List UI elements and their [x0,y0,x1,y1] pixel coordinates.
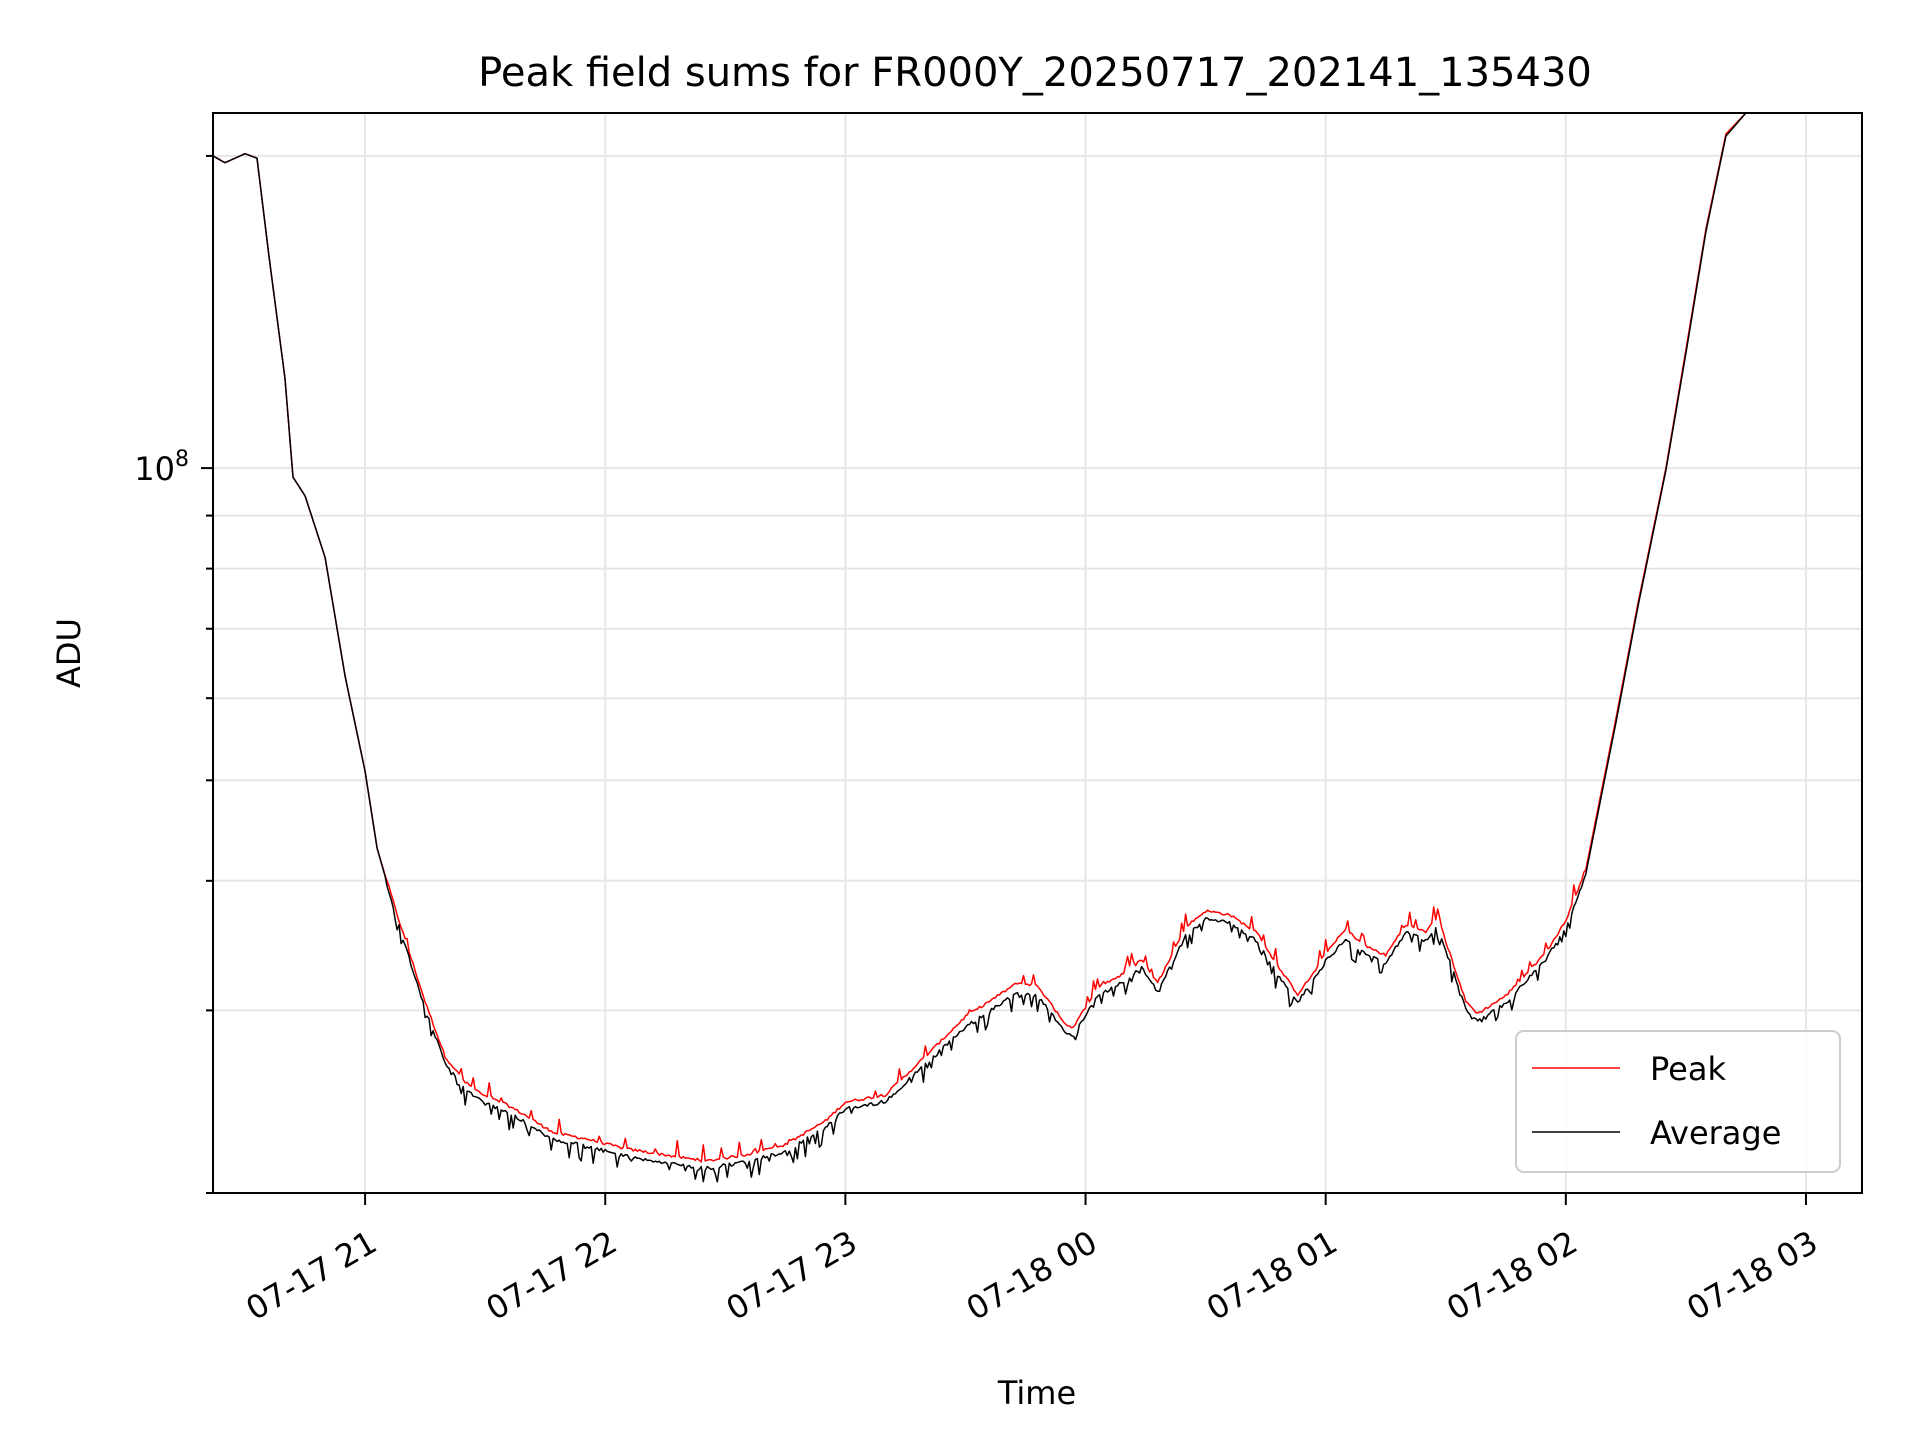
plot-lines [213,113,1766,1183]
legend: Peak Average [1515,1030,1841,1173]
chart-title: Peak field sums for FR000Y_20250717_2021… [478,50,1592,96]
legend-box [1515,1030,1841,1173]
series-line-peak [213,113,1766,1163]
series-line-average [213,113,1766,1183]
legend-average-label: Average [1650,1114,1781,1152]
x-axis-label: Time [997,1374,1076,1412]
y-tick-label: 108 [134,447,189,488]
legend-peak-label: Peak [1650,1050,1726,1088]
grid [213,113,1862,1194]
y-axis-label: ADU [50,618,88,688]
y-axis: 108 [134,154,213,1194]
plot-frame [212,112,1863,1194]
